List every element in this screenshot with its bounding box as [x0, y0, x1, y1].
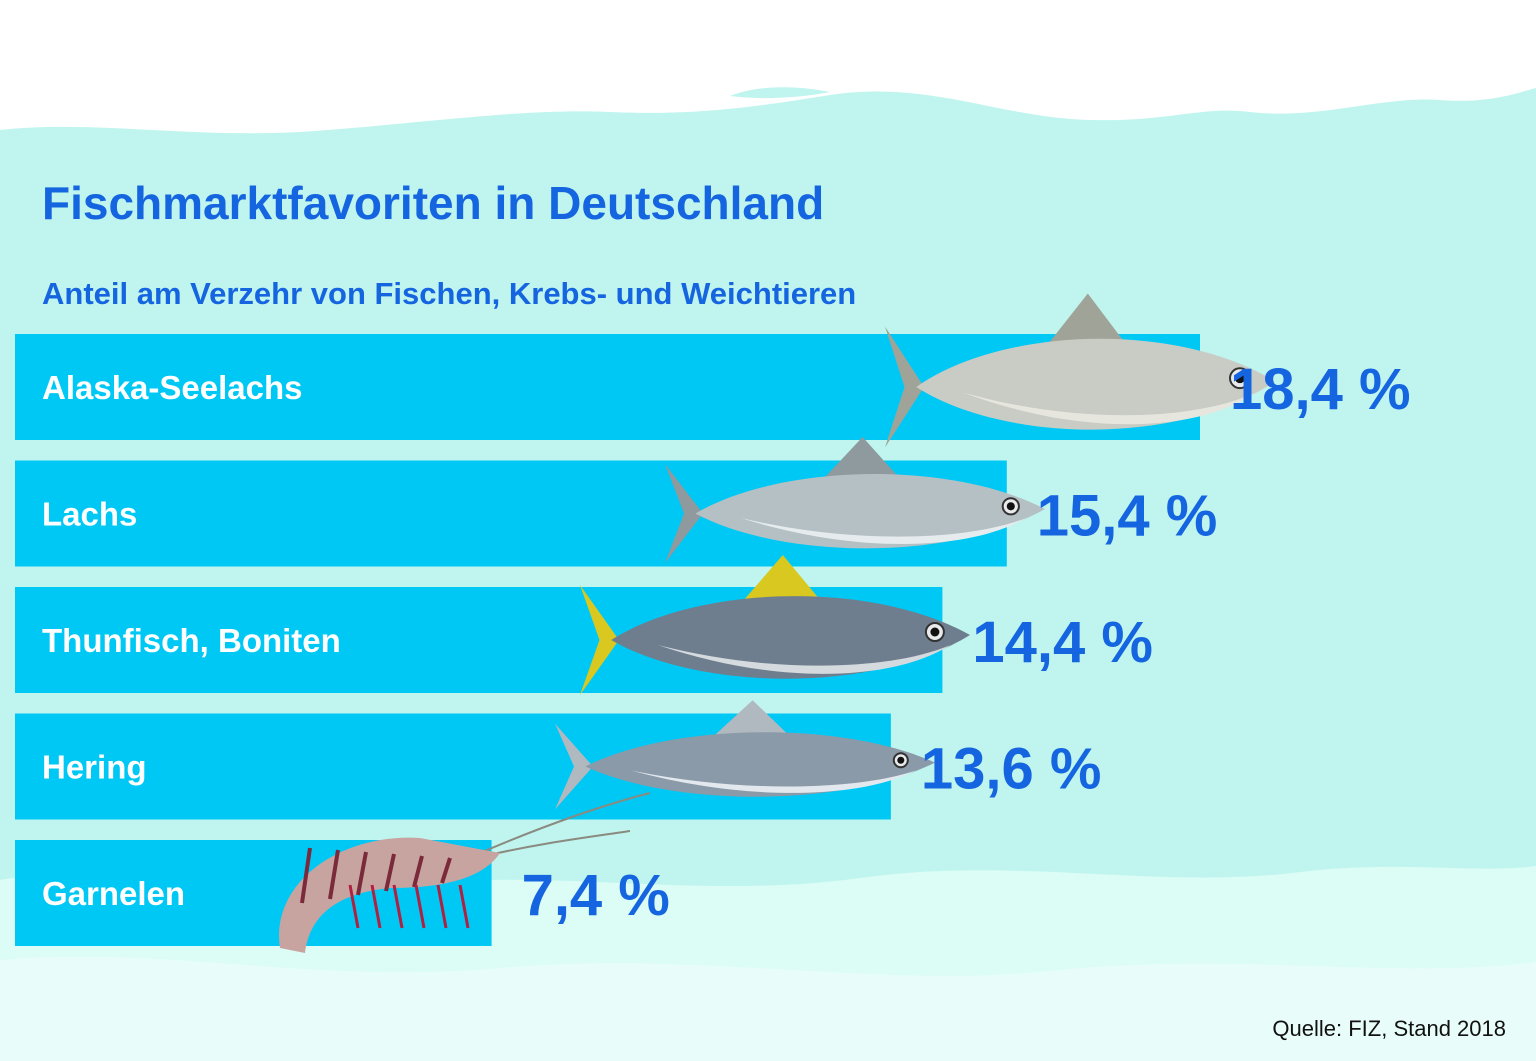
pollock-image — [885, 293, 1275, 448]
herring-image-fin — [714, 700, 791, 737]
tuna-image-tail — [580, 585, 619, 695]
water-wave-light-2 — [0, 956, 1536, 1061]
shrimp-image — [279, 792, 651, 953]
shrimp-image-stripe — [384, 853, 396, 892]
chart-title: Fischmarktfavoriten in Deutschland — [42, 177, 825, 229]
salmon-image-fin — [824, 437, 901, 480]
shrimp-image-stripe — [328, 849, 340, 900]
category-label-1: Alaska-Seelachs — [42, 369, 303, 406]
water-splash — [730, 87, 830, 99]
category-label-2: Lachs — [42, 496, 137, 533]
shrimp-image-leg — [348, 884, 360, 929]
herring-image-belly — [631, 770, 916, 793]
shrimp-image-stripe — [356, 851, 368, 896]
value-label-5: 7,4 % — [522, 863, 670, 928]
value-label-1: 18,4 % — [1230, 357, 1411, 422]
pollock-image-belly — [963, 392, 1256, 425]
herring-image-body — [585, 732, 935, 797]
pollock-image-body — [916, 338, 1275, 430]
shrimp-image-leg — [436, 884, 448, 929]
salmon-image-tail — [665, 464, 703, 563]
salmon-image-body — [695, 474, 1045, 549]
tuna-image-belly — [658, 645, 951, 674]
value-label-2: 15,4 % — [1037, 484, 1218, 549]
shrimp-image-stripe — [440, 857, 452, 884]
shrimp-image-leg — [458, 884, 470, 929]
shrimp-image-leg — [370, 884, 382, 929]
herring-image-pupil — [897, 756, 905, 764]
pollock-image-pupil — [1234, 373, 1245, 384]
herring-image — [555, 700, 935, 810]
value-label-4: 13,6 % — [921, 737, 1102, 802]
salmon-image-belly — [741, 518, 1026, 544]
shrimp-image-leg — [392, 884, 404, 929]
salmon-image — [665, 437, 1045, 563]
shrimp-image-leg — [414, 884, 426, 929]
pollock-image-tail — [885, 326, 924, 448]
value-label-3: 14,4 % — [972, 610, 1153, 675]
tuna-image-pupil — [930, 627, 940, 637]
shrimp-image-stripe — [300, 847, 312, 904]
shrimp-image-stripe — [412, 855, 424, 888]
salmon-image-pupil — [1006, 502, 1015, 511]
tuna-image-fin — [743, 555, 822, 602]
shrimp-image-antenna — [479, 792, 651, 854]
tuna-image — [580, 555, 970, 695]
pollock-image-fin — [1048, 293, 1127, 346]
herring-image-tail — [555, 723, 593, 810]
source-note: Quelle: FIZ, Stand 2018 — [1272, 1016, 1506, 1041]
shrimp-image-antenna — [479, 830, 631, 858]
category-label-3: Thunfisch, Boniten — [42, 622, 341, 659]
chart-subtitle: Anteil am Verzehr von Fischen, Krebs- un… — [42, 276, 857, 311]
category-label-4: Hering — [42, 749, 147, 786]
category-label-5: Garnelen — [42, 875, 185, 912]
tuna-image-body — [611, 596, 970, 679]
